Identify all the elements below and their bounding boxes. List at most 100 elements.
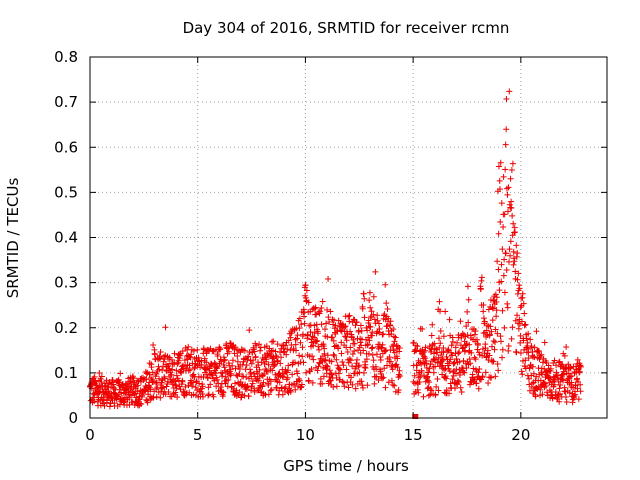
data-point	[291, 359, 298, 366]
data-point	[518, 318, 525, 325]
data-point	[394, 355, 401, 362]
data-point	[492, 326, 499, 333]
data-point	[500, 173, 507, 180]
data-point	[110, 381, 117, 388]
data-point	[366, 323, 373, 330]
data-point	[367, 304, 374, 311]
data-point	[134, 382, 141, 389]
data-point	[485, 380, 492, 387]
data-point	[460, 368, 467, 375]
data-point	[361, 295, 368, 302]
data-point	[539, 391, 546, 398]
data-point	[498, 200, 505, 207]
data-point	[490, 338, 497, 345]
data-point	[297, 339, 304, 346]
data-point	[225, 376, 232, 383]
data-point	[480, 315, 487, 322]
data-point	[507, 238, 514, 245]
data-point	[329, 321, 336, 328]
data-point	[233, 372, 240, 379]
data-point	[310, 356, 317, 363]
data-point	[439, 356, 446, 363]
data-point	[485, 306, 492, 313]
data-point	[458, 389, 465, 396]
data-point	[379, 331, 386, 338]
data-point	[519, 371, 526, 378]
data-point	[506, 258, 513, 265]
data-point	[475, 385, 482, 392]
data-point	[431, 350, 438, 357]
data-point	[425, 392, 432, 399]
data-point	[378, 370, 385, 377]
data-point	[349, 381, 356, 388]
data-point	[487, 323, 494, 330]
data-point	[510, 220, 517, 227]
data-point	[476, 366, 483, 373]
data-point	[520, 300, 527, 307]
data-point	[256, 366, 263, 373]
data-point	[294, 335, 301, 342]
data-point	[387, 318, 394, 325]
data-point	[430, 369, 437, 376]
data-point	[472, 356, 479, 363]
y-tick-label: 0.6	[54, 138, 78, 156]
data-point	[168, 371, 175, 378]
data-point	[228, 370, 235, 377]
data-point	[501, 324, 508, 331]
x-tick-label: 5	[193, 426, 203, 444]
data-point	[577, 363, 584, 370]
data-point	[427, 391, 434, 398]
data-point	[368, 308, 375, 315]
data-point	[432, 391, 439, 398]
data-point	[419, 325, 426, 332]
data-point	[162, 324, 169, 331]
data-point	[341, 323, 348, 330]
data-point	[292, 341, 299, 348]
data-point	[300, 359, 307, 366]
data-point	[420, 372, 427, 379]
data-point	[336, 365, 343, 372]
data-point	[488, 374, 495, 381]
data-point	[498, 261, 505, 268]
data-point	[514, 250, 521, 257]
data-point	[296, 315, 303, 322]
data-point	[343, 337, 350, 344]
data-point	[230, 385, 237, 392]
data-point	[190, 347, 197, 354]
data-point	[576, 369, 583, 376]
data-point	[238, 394, 245, 401]
data-point	[428, 332, 435, 339]
data-point	[475, 342, 482, 349]
data-point	[338, 350, 345, 357]
data-point	[298, 321, 305, 328]
data-point	[315, 363, 322, 370]
data-point	[305, 377, 312, 384]
data-point	[342, 323, 349, 330]
data-point	[480, 308, 487, 315]
data-point	[262, 366, 269, 373]
data-point	[179, 378, 186, 385]
data-point	[546, 374, 553, 381]
data-point	[505, 184, 512, 191]
data-point	[111, 385, 118, 392]
data-point	[144, 399, 151, 406]
data-point	[345, 313, 352, 320]
data-point	[316, 359, 323, 366]
data-point	[519, 290, 526, 297]
data-point	[504, 304, 511, 311]
data-point	[321, 350, 328, 357]
data-point	[357, 322, 364, 329]
data-point	[442, 308, 449, 315]
data-point	[138, 400, 145, 407]
data-point	[296, 325, 303, 332]
data-point	[508, 335, 515, 342]
data-point	[437, 328, 444, 335]
data-point	[378, 344, 385, 351]
data-point	[342, 334, 349, 341]
data-point	[386, 354, 393, 361]
data-point	[557, 381, 564, 388]
data-point	[346, 312, 353, 319]
data-point	[301, 320, 308, 327]
data-point	[294, 370, 301, 377]
data-point	[374, 312, 381, 319]
